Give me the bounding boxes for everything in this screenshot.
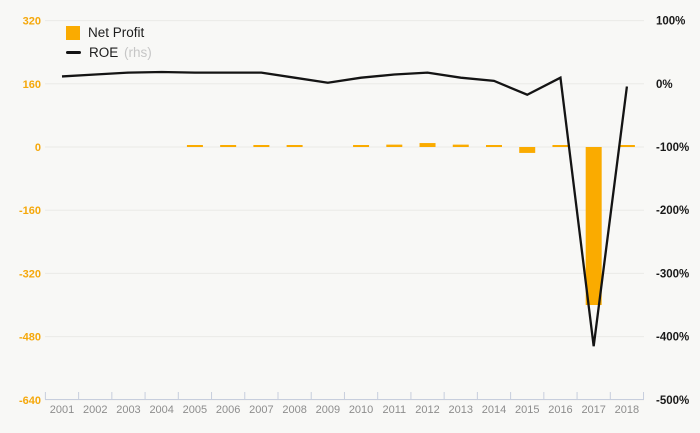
right-axis-tick-label: -300% [656,268,689,280]
left-axis-tick-label: 320 [23,16,41,28]
x-axis-tick-label: 2010 [349,404,373,416]
legend-item-roe[interactable]: ROE (rhs) [66,45,152,60]
net-profit-bar [552,145,569,147]
left-axis-tick-label: 160 [23,79,41,91]
roe-swatch-icon [66,51,81,54]
x-axis-tick-label: 2018 [615,404,639,416]
x-axis-tick-label: 2013 [449,404,473,416]
right-axis-tick-label: -500% [656,395,689,407]
x-axis-tick-label: 2005 [183,404,207,416]
x-axis-tick-label: 2011 [382,404,406,416]
net-profit-bar [485,145,502,147]
x-axis-tick-label: 2017 [581,404,605,416]
left-axis-tick-label: -160 [19,205,41,217]
net-profit-bar [253,145,270,147]
left-axis-tick-label: -320 [19,268,41,280]
left-axis-tick-label: 0 [35,142,41,154]
net-profit-bar [519,147,536,153]
roe-line [61,70,629,347]
net-profit-bar [186,145,203,147]
left-axis-tick-label: -640 [19,395,41,407]
left-axis-tick-label: -480 [19,332,41,344]
right-axis-tick-label: -200% [656,205,689,217]
x-axis-tick-label: 2008 [282,404,306,416]
x-axis-tick-label: 2009 [316,404,340,416]
net-profit-bar [452,144,469,147]
x-axis-tick-label: 2006 [216,404,240,416]
right-axis-tick-label: 100% [656,16,685,28]
x-axis-tick-label: 2002 [83,404,107,416]
x-axis-tick-label: 2004 [149,404,173,416]
net-profit-bar [419,143,436,147]
chart-legend: Net Profit ROE (rhs) [66,25,152,60]
net-profit-bar [353,145,370,147]
legend-rhs-note: (rhs) [124,45,152,60]
net-profit-bar [286,145,303,147]
x-axis-tick-label: 2015 [515,404,539,416]
x-axis-tick-label: 2001 [50,404,74,416]
x-axis-tick-label: 2016 [548,404,572,416]
x-axis-tick-label: 2007 [249,404,273,416]
x-axis-tick-label: 2012 [415,404,439,416]
right-axis-tick-label: -100% [656,142,689,154]
net-profit-bar [386,144,403,147]
legend-item-net-profit[interactable]: Net Profit [66,25,152,40]
x-axis-tick-label: 2014 [482,404,506,416]
right-axis-tick-label: -400% [656,332,689,344]
x-axis-tick-label: 2003 [116,404,140,416]
net-profit-bar [618,145,635,147]
right-axis-tick-label: 0% [656,79,673,91]
net-profit-bar [585,147,602,305]
net-profit-bar [220,145,237,147]
net-profit-swatch-icon [66,25,80,40]
legend-roe-label: ROE (rhs) [89,45,152,60]
legend-net-profit-label: Net Profit [88,25,145,40]
